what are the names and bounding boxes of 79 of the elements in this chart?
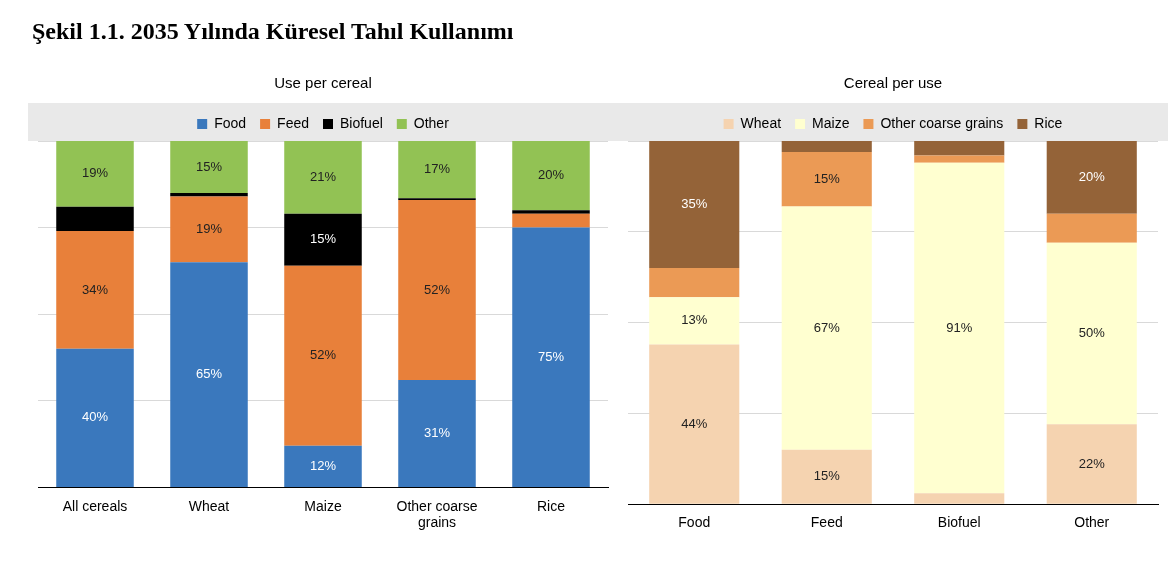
bar: [649, 297, 740, 345]
data-label: 13%: [681, 312, 708, 328]
data-label: 20%: [1078, 168, 1106, 184]
legend-label: Feed: [277, 114, 310, 131]
x-tick-label: Other: [1074, 514, 1110, 531]
data-label: 15%: [813, 468, 841, 484]
bar: [512, 210, 590, 214]
data-label: 21%: [309, 168, 337, 184]
data-label: 31%: [423, 425, 451, 441]
bar: [284, 445, 362, 487]
data-label: 35%: [681, 196, 708, 212]
bar: [284, 141, 362, 214]
data-label: 19%: [81, 165, 109, 181]
legend-label: Maize: [812, 114, 850, 131]
bar: [512, 227, 590, 487]
data-label: 20%: [537, 167, 565, 183]
chart-title: Use per cereal: [274, 74, 372, 92]
bar: [914, 141, 1005, 156]
bar: [512, 141, 590, 211]
data-label: 15%: [195, 158, 223, 174]
bar: [1046, 141, 1137, 214]
x-tick-label: Biofuel: [937, 514, 981, 531]
bar: [781, 141, 872, 152]
bar: [170, 262, 248, 487]
bar: [512, 213, 590, 228]
bar: [1046, 424, 1137, 504]
bar: [649, 141, 740, 269]
data-label: 17%: [423, 161, 451, 177]
bar: [914, 493, 1005, 504]
bar: [284, 213, 362, 266]
bar: [398, 141, 476, 199]
bar: [284, 265, 362, 446]
data-label: 19%: [195, 220, 223, 236]
x-tick-label: Other coarse grains: [396, 497, 478, 531]
data-label: 91%: [946, 319, 973, 335]
data-label: 34%: [81, 281, 109, 297]
bar: [170, 196, 248, 263]
bar: [781, 449, 872, 504]
data-label: 50%: [1078, 325, 1106, 341]
bar: [170, 141, 248, 193]
legend-label: Food: [214, 114, 247, 131]
data-label: 52%: [309, 347, 337, 363]
bar: [914, 162, 1005, 494]
legend-label: Wheat: [740, 114, 782, 131]
data-label: 67%: [813, 319, 841, 335]
legend-label: Other coarse grains: [880, 114, 1004, 131]
data-label: 75%: [537, 348, 565, 364]
x-tick-label: Food: [678, 514, 711, 531]
bar: [1046, 213, 1137, 243]
text: Şekil 1.1. 2035 Yılında Küresel Tahıl Kullanımı: [32, 18, 515, 45]
bar: [1046, 242, 1137, 425]
legend-label: Other: [413, 114, 450, 131]
bar: [398, 199, 476, 381]
bar: [914, 155, 1005, 163]
bar: [56, 141, 134, 207]
data-label: 22%: [1078, 455, 1106, 471]
bar: [56, 231, 134, 349]
x-tick-label: Maize: [304, 497, 342, 514]
data-label: 15%: [813, 170, 841, 186]
x-tick-label: All cereals: [62, 497, 128, 514]
bar: [781, 206, 872, 450]
x-tick-label: Rice: [536, 497, 566, 514]
legend-label: Rice: [1034, 114, 1063, 131]
bar: [398, 380, 476, 487]
bar: [649, 344, 740, 504]
data-label: 52%: [423, 281, 451, 297]
legend-label: Biofuel: [340, 114, 383, 131]
data-label: 40%: [81, 409, 109, 425]
data-label: 65%: [195, 366, 223, 382]
bar: [56, 206, 134, 232]
x-tick-label: Wheat: [188, 497, 230, 514]
data-label: 44%: [681, 415, 708, 431]
x-tick-label: Feed: [810, 514, 843, 531]
bar: [56, 348, 134, 487]
bar: [781, 151, 872, 207]
data-label: 12%: [309, 457, 337, 473]
data-label: 15%: [309, 231, 337, 247]
bar: [649, 268, 740, 298]
chart-title: Cereal per use: [843, 74, 943, 92]
